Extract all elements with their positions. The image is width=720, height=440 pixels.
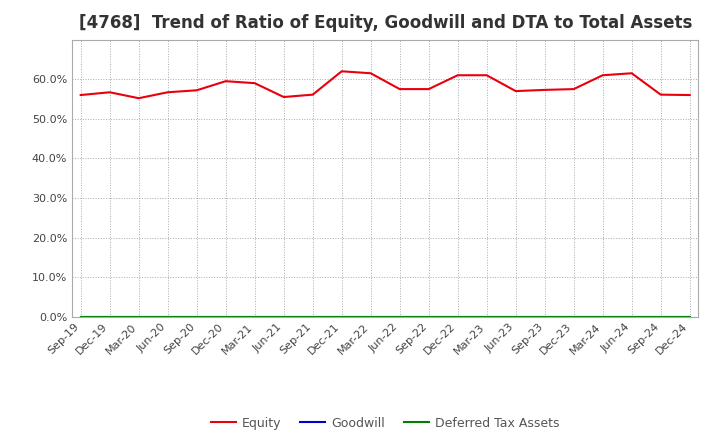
Equity bbox=[541, 87, 549, 92]
Legend: Equity, Goodwill, Deferred Tax Assets: Equity, Goodwill, Deferred Tax Assets bbox=[206, 412, 564, 435]
Deferred Tax Assets bbox=[685, 314, 694, 319]
Deferred Tax Assets bbox=[308, 314, 317, 319]
Goodwill bbox=[308, 314, 317, 319]
Equity bbox=[424, 86, 433, 92]
Goodwill bbox=[76, 314, 85, 319]
Deferred Tax Assets bbox=[338, 314, 346, 319]
Deferred Tax Assets bbox=[135, 314, 143, 319]
Deferred Tax Assets bbox=[366, 314, 375, 319]
Goodwill bbox=[627, 314, 636, 319]
Deferred Tax Assets bbox=[251, 314, 259, 319]
Equity bbox=[627, 70, 636, 76]
Deferred Tax Assets bbox=[598, 314, 607, 319]
Goodwill bbox=[454, 314, 462, 319]
Goodwill bbox=[685, 314, 694, 319]
Equity bbox=[570, 86, 578, 92]
Equity bbox=[454, 73, 462, 78]
Equity bbox=[657, 92, 665, 97]
Title: [4768]  Trend of Ratio of Equity, Goodwill and DTA to Total Assets: [4768] Trend of Ratio of Equity, Goodwil… bbox=[78, 15, 692, 33]
Goodwill bbox=[105, 314, 114, 319]
Goodwill bbox=[366, 314, 375, 319]
Equity bbox=[366, 70, 375, 76]
Equity bbox=[105, 90, 114, 95]
Equity bbox=[221, 78, 230, 84]
Deferred Tax Assets bbox=[657, 314, 665, 319]
Deferred Tax Assets bbox=[454, 314, 462, 319]
Deferred Tax Assets bbox=[541, 314, 549, 319]
Deferred Tax Assets bbox=[221, 314, 230, 319]
Goodwill bbox=[424, 314, 433, 319]
Equity bbox=[598, 73, 607, 78]
Deferred Tax Assets bbox=[76, 314, 85, 319]
Equity bbox=[76, 92, 85, 98]
Goodwill bbox=[338, 314, 346, 319]
Deferred Tax Assets bbox=[163, 314, 172, 319]
Deferred Tax Assets bbox=[627, 314, 636, 319]
Goodwill bbox=[511, 314, 520, 319]
Goodwill bbox=[657, 314, 665, 319]
Equity bbox=[338, 69, 346, 74]
Equity bbox=[135, 95, 143, 101]
Deferred Tax Assets bbox=[105, 314, 114, 319]
Equity bbox=[685, 92, 694, 98]
Goodwill bbox=[570, 314, 578, 319]
Goodwill bbox=[251, 314, 259, 319]
Goodwill bbox=[395, 314, 404, 319]
Equity bbox=[163, 90, 172, 95]
Equity bbox=[192, 88, 201, 93]
Deferred Tax Assets bbox=[482, 314, 491, 319]
Deferred Tax Assets bbox=[570, 314, 578, 319]
Equity bbox=[308, 92, 317, 97]
Deferred Tax Assets bbox=[192, 314, 201, 319]
Equity bbox=[395, 86, 404, 92]
Deferred Tax Assets bbox=[511, 314, 520, 319]
Goodwill bbox=[221, 314, 230, 319]
Goodwill bbox=[192, 314, 201, 319]
Goodwill bbox=[135, 314, 143, 319]
Deferred Tax Assets bbox=[279, 314, 288, 319]
Equity bbox=[279, 94, 288, 99]
Equity bbox=[251, 81, 259, 86]
Goodwill bbox=[598, 314, 607, 319]
Goodwill bbox=[163, 314, 172, 319]
Deferred Tax Assets bbox=[424, 314, 433, 319]
Deferred Tax Assets bbox=[395, 314, 404, 319]
Equity bbox=[482, 73, 491, 78]
Line: Equity: Equity bbox=[81, 71, 690, 98]
Equity bbox=[511, 88, 520, 94]
Goodwill bbox=[541, 314, 549, 319]
Goodwill bbox=[482, 314, 491, 319]
Goodwill bbox=[279, 314, 288, 319]
